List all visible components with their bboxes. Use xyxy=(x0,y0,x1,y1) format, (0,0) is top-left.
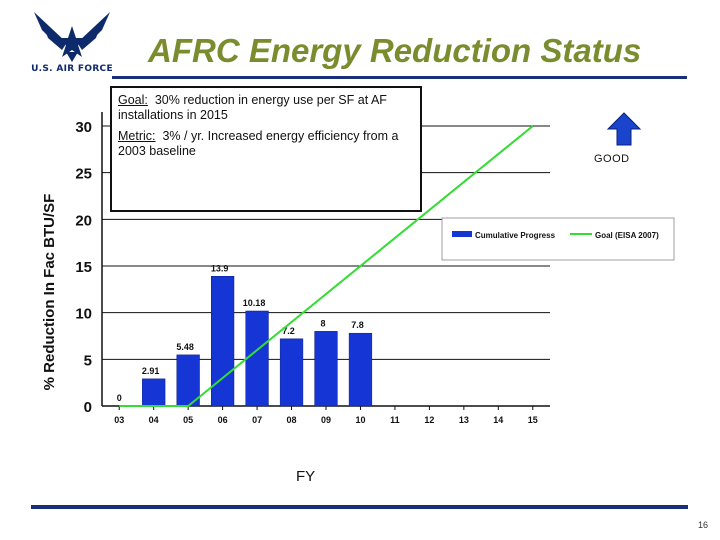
chart-legend: Cumulative Progress Goal (EISA 2007) xyxy=(441,217,675,261)
legend-swatch-cumulative-progress xyxy=(452,231,472,237)
bar-data-label: 0 xyxy=(117,393,122,403)
goal-line xyxy=(119,125,534,407)
air-force-wings-star-icon xyxy=(34,12,110,62)
y-tick-label: 5 xyxy=(84,352,92,369)
good-indicator-label: GOOD xyxy=(594,153,630,165)
goal-statement: Goal: 30% reduction in energy use per SF… xyxy=(118,93,414,123)
y-tick-label: 30 xyxy=(75,119,92,136)
x-tick-label: 12 xyxy=(424,415,434,425)
x-tick-label: 05 xyxy=(183,415,193,425)
x-tick-labels: 03 04 05 06 07 08 09 10 11 12 13 14 15 xyxy=(114,415,538,425)
metric-text: 3% / yr. Increased energy efficiency fro… xyxy=(118,129,399,158)
x-tick-label: 04 xyxy=(149,415,159,425)
arrow-up-icon xyxy=(607,112,641,146)
bar-10 xyxy=(348,332,373,407)
x-tick-label: 08 xyxy=(287,415,297,425)
bar-data-label: 7.2 xyxy=(282,326,295,336)
bar-09 xyxy=(314,331,338,407)
bar-data-label: 7.8 xyxy=(351,320,364,330)
x-tick-label: 06 xyxy=(218,415,228,425)
title-divider xyxy=(112,76,687,79)
legend-label-cumulative-progress: Cumulative Progress xyxy=(475,231,556,240)
bar-data-label: 5.48 xyxy=(176,342,194,352)
page-number: 16 xyxy=(698,520,709,530)
goal-line-series xyxy=(119,125,534,407)
y-tick-label: 20 xyxy=(75,212,92,229)
y-axis-label: % Reduction In Fac BTU/SF xyxy=(41,194,58,391)
y-tick-label: 0 xyxy=(84,399,92,416)
bar-data-labels: 0 2.91 5.48 13.9 10.18 7.2 8 7.8 xyxy=(117,263,364,403)
x-tick-label: 15 xyxy=(528,415,538,425)
y-tick-label: 15 xyxy=(75,259,92,276)
x-tick-label: 09 xyxy=(321,415,331,425)
legend-label-goal: Goal (EISA 2007) xyxy=(595,231,659,240)
goal-label: Goal: xyxy=(118,93,148,107)
logo-text: U.S. AIR FORCE xyxy=(31,64,113,74)
x-tick-label: 03 xyxy=(114,415,124,425)
x-tick-label: 10 xyxy=(355,415,365,425)
bar-08 xyxy=(279,338,304,407)
bar-data-label: 8 xyxy=(320,318,325,328)
bottom-divider xyxy=(31,505,688,509)
page-title: AFRC Energy Reduction Status xyxy=(148,32,642,69)
bar-data-label: 13.9 xyxy=(211,263,229,273)
y-tick-label: 10 xyxy=(75,306,92,323)
bar-07 xyxy=(245,310,269,407)
bar-series xyxy=(142,276,373,407)
y-tick-label: 25 xyxy=(75,166,92,183)
bar-06 xyxy=(210,276,235,407)
goal-text: 30% reduction in energy use per SF at AF… xyxy=(118,93,387,122)
metric-label: Metric: xyxy=(118,129,156,143)
bar-04 xyxy=(142,378,166,407)
metric-statement: Metric: 3% / yr. Increased energy effici… xyxy=(118,129,414,159)
bar-data-label: 2.91 xyxy=(142,366,160,376)
x-tick-label: 13 xyxy=(459,415,469,425)
x-axis-label: FY xyxy=(296,468,316,485)
goal-metric-box: Goal: 30% reduction in energy use per SF… xyxy=(110,86,422,212)
x-tick-label: 11 xyxy=(390,415,400,425)
x-tick-label: 07 xyxy=(252,415,262,425)
legend-box xyxy=(441,217,675,261)
air-force-logo xyxy=(26,8,118,78)
y-tick-labels: 0 5 10 15 20 25 30 xyxy=(75,119,92,416)
x-tick-label: 14 xyxy=(493,415,503,425)
bar-data-label: 10.18 xyxy=(243,298,266,308)
